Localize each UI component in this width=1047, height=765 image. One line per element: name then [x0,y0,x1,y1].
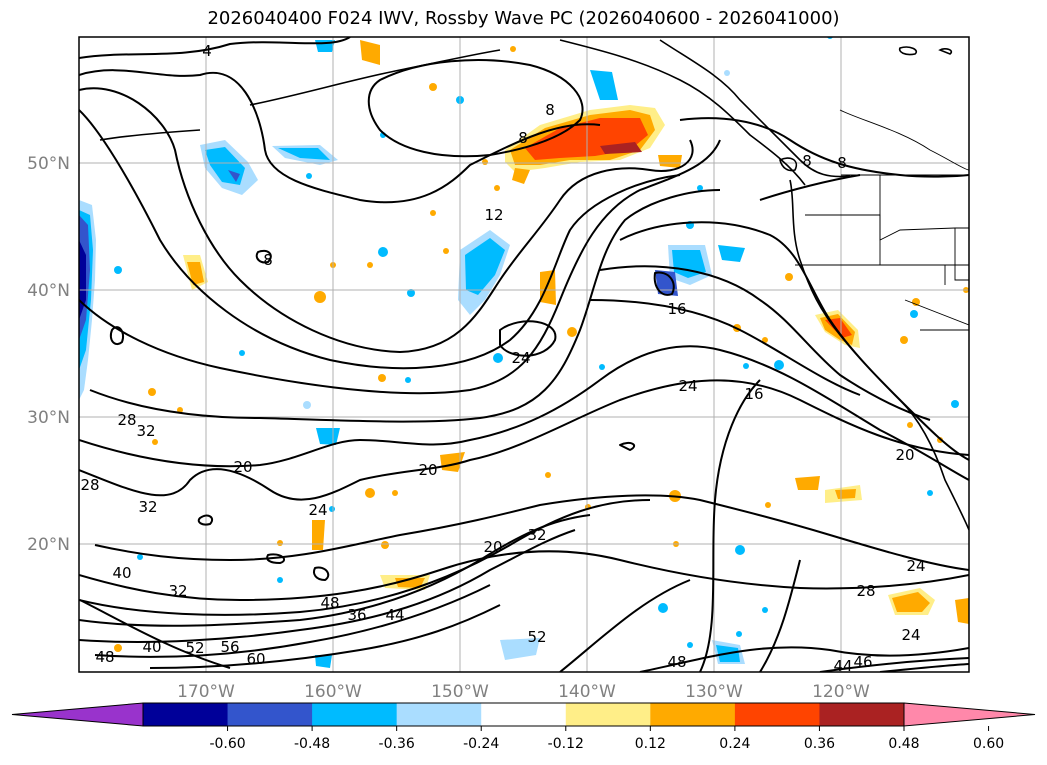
colorbar-tick-label: 0.36 [804,736,835,752]
lon-label: 150°W [431,682,489,702]
contour-label: 48 [667,653,686,671]
contour-label: 24 [906,557,925,575]
contour-label: 46 [853,653,872,671]
colorbar-swatch [143,703,229,726]
colorbar-swatch [227,703,313,726]
contour-label: 8 [837,154,847,172]
contour-label: 8 [263,251,273,269]
contour-label: 44 [385,606,404,624]
colorbar-tick-label: 0.12 [635,736,666,752]
colorbar-extend-max [903,702,1036,727]
colorbar-swatch [481,703,567,726]
contour-label: 12 [484,206,503,224]
colorbar-tick-label: -0.60 [209,736,245,752]
contour-label: 60 [246,650,265,668]
lat-label: 30°N [27,408,70,428]
contour-label: 32 [138,498,157,516]
contour-label: 16 [667,300,686,318]
longitude-axis: 170°W 160°W 150°W 140°W 130°W 120°W [177,682,870,702]
contour-label: 52 [185,639,204,657]
contour-label: 16 [744,385,763,403]
colorbar: -0.60 -0.48 -0.36 -0.24 -0.12 0.12 0.24 0.36 0.4… [11,702,1036,752]
contour-label: 24 [901,626,920,644]
contour-label: 48 [95,648,114,666]
lat-label: 20°N [27,535,70,555]
contour-label: 52 [527,628,546,646]
contour-label: 20 [233,458,252,476]
contour-label: 40 [142,638,161,656]
colorbar-tick-label: 0.60 [973,736,1004,752]
lon-label: 170°W [177,682,235,702]
lon-label: 160°W [304,682,362,702]
colorbar-tick-label: -0.24 [463,736,499,752]
colorbar-swatch [734,703,820,726]
lon-label: 130°W [685,682,743,702]
contour-label: 48 [320,594,339,612]
contour-label: 40 [112,564,131,582]
contour-label: 24 [511,349,530,367]
colorbar-tick-label: -0.48 [294,736,330,752]
map-frame [78,36,970,673]
contour-label: 20 [483,538,502,556]
coastlines [99,39,969,531]
contour-label: 28 [117,411,136,429]
lon-label: 140°W [558,682,616,702]
colorbar-tick-label: 0.48 [888,736,919,752]
contour-label: 20 [418,461,437,479]
contour-label: 8 [802,152,812,170]
anomaly-shading [79,37,969,668]
colorbar-extend-min [11,702,144,727]
colorbar-outline [142,702,905,727]
contour-label-layer: 4 8 8 8 8 8 12 16 16 20 20 20 20 24 24 2… [80,42,925,675]
contour-label: 8 [518,129,528,147]
contour-label: 24 [678,377,697,395]
contour-label: 32 [168,582,187,600]
lat-label: 40°N [27,281,70,301]
colorbar-swatch [396,703,482,726]
contour-label: 28 [856,582,875,600]
colorbar-tick-label: -0.36 [379,736,415,752]
lon-label: 120°W [812,682,870,702]
contour-label: 36 [347,606,366,624]
contour-label: 32 [527,526,546,544]
colorbar-tick-label: 0.24 [719,736,750,752]
colorbar-tick-label: -0.12 [548,736,584,752]
contour-label: 4 [202,42,212,60]
contour-label: 8 [545,101,555,119]
contour-label: 28 [80,476,99,494]
colorbar-swatch [650,703,736,726]
latitude-axis: 50°N 40°N 30°N 20°N [27,154,70,555]
map-title: 2026040400 F024 IWV, Rossby Wave PC (202… [207,8,840,29]
contour-label: 24 [308,501,327,519]
colorbar-swatch [312,703,398,726]
political-borders [795,109,969,331]
iwv-contours [79,37,969,672]
lat-label: 50°N [27,154,70,174]
contour-label: 32 [136,422,155,440]
contour-label: 44 [833,657,852,675]
colorbar-swatch [565,703,651,726]
contour-label: 20 [895,446,914,464]
contour-label: 56 [220,638,239,656]
colorbar-swatch [819,703,905,726]
